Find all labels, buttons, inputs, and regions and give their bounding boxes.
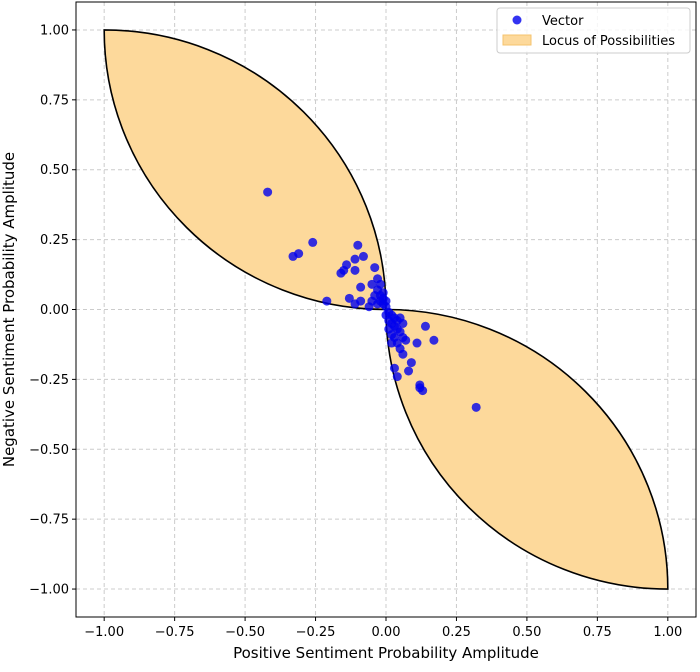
x-tick-label: 0.75 xyxy=(583,625,612,640)
vector-point xyxy=(356,282,366,292)
vector-point xyxy=(471,402,481,412)
vector-point xyxy=(367,279,377,289)
vector-point xyxy=(398,318,408,328)
vector-point xyxy=(412,338,422,348)
x-axis-ticks: −1.00 −0.75 −0.50 −0.25 0.00 0.25 0.50 0.75 1.00 xyxy=(84,617,682,640)
legend-label-locus: Locus of Possibilities xyxy=(542,34,675,49)
y-tick-label: 1.00 xyxy=(40,23,69,38)
x-tick-label: −0.25 xyxy=(296,625,336,640)
vector-points xyxy=(263,187,481,412)
vector-point xyxy=(389,363,399,373)
vector-point xyxy=(358,251,368,261)
y-tick-label: −0.25 xyxy=(29,373,69,388)
vector-point xyxy=(404,366,414,376)
legend: Vector Locus of Possibilities xyxy=(496,7,691,54)
y-tick-label: −0.75 xyxy=(29,513,69,528)
vector-point xyxy=(353,240,363,250)
vector-point xyxy=(429,335,439,345)
vector-point xyxy=(418,386,428,396)
vector-point xyxy=(401,335,411,345)
vector-point xyxy=(398,349,408,359)
x-tick-label: −1.00 xyxy=(84,625,124,640)
x-tick-label: −0.50 xyxy=(225,625,265,640)
y-tick-label: −1.00 xyxy=(29,583,69,598)
vector-point xyxy=(420,321,430,331)
x-tick-label: 0.50 xyxy=(512,625,541,640)
y-tick-label: 0.25 xyxy=(40,233,69,248)
y-tick-label: −0.50 xyxy=(29,443,69,458)
y-axis-title: Negative Sentiment Probability Amplitude xyxy=(0,152,18,467)
vector-point xyxy=(322,296,332,306)
locus-region-lower-right xyxy=(385,308,669,590)
legend-marker-vector xyxy=(512,15,522,25)
y-axis-ticks: −1.00 −0.75 −0.50 −0.25 0.00 0.25 0.50 0.75 1.00 xyxy=(29,23,76,598)
legend-box xyxy=(496,7,691,54)
vector-point xyxy=(370,263,380,273)
vector-point xyxy=(350,254,360,264)
x-tick-label: 1.00 xyxy=(653,625,682,640)
legend-label-vector: Vector xyxy=(542,14,584,29)
vector-point xyxy=(392,372,402,382)
vector-point xyxy=(342,260,352,270)
x-axis-title: Positive Sentiment Probability Amplitude xyxy=(233,644,539,662)
y-tick-label: 0.75 xyxy=(40,93,69,108)
vector-point xyxy=(263,187,273,197)
y-tick-label: 0.50 xyxy=(40,163,69,178)
y-tick-label: 0.00 xyxy=(40,303,69,318)
vector-point xyxy=(294,249,304,259)
x-tick-label: −0.75 xyxy=(155,625,195,640)
vector-point xyxy=(406,358,416,368)
x-tick-label: 0.25 xyxy=(442,625,471,640)
vector-point xyxy=(308,237,318,247)
legend-swatch-locus xyxy=(502,34,532,46)
vector-point xyxy=(350,265,360,275)
vector-point xyxy=(344,293,354,303)
vector-point xyxy=(356,296,366,306)
x-tick-label: 0.00 xyxy=(372,625,401,640)
vector-point xyxy=(375,279,385,289)
